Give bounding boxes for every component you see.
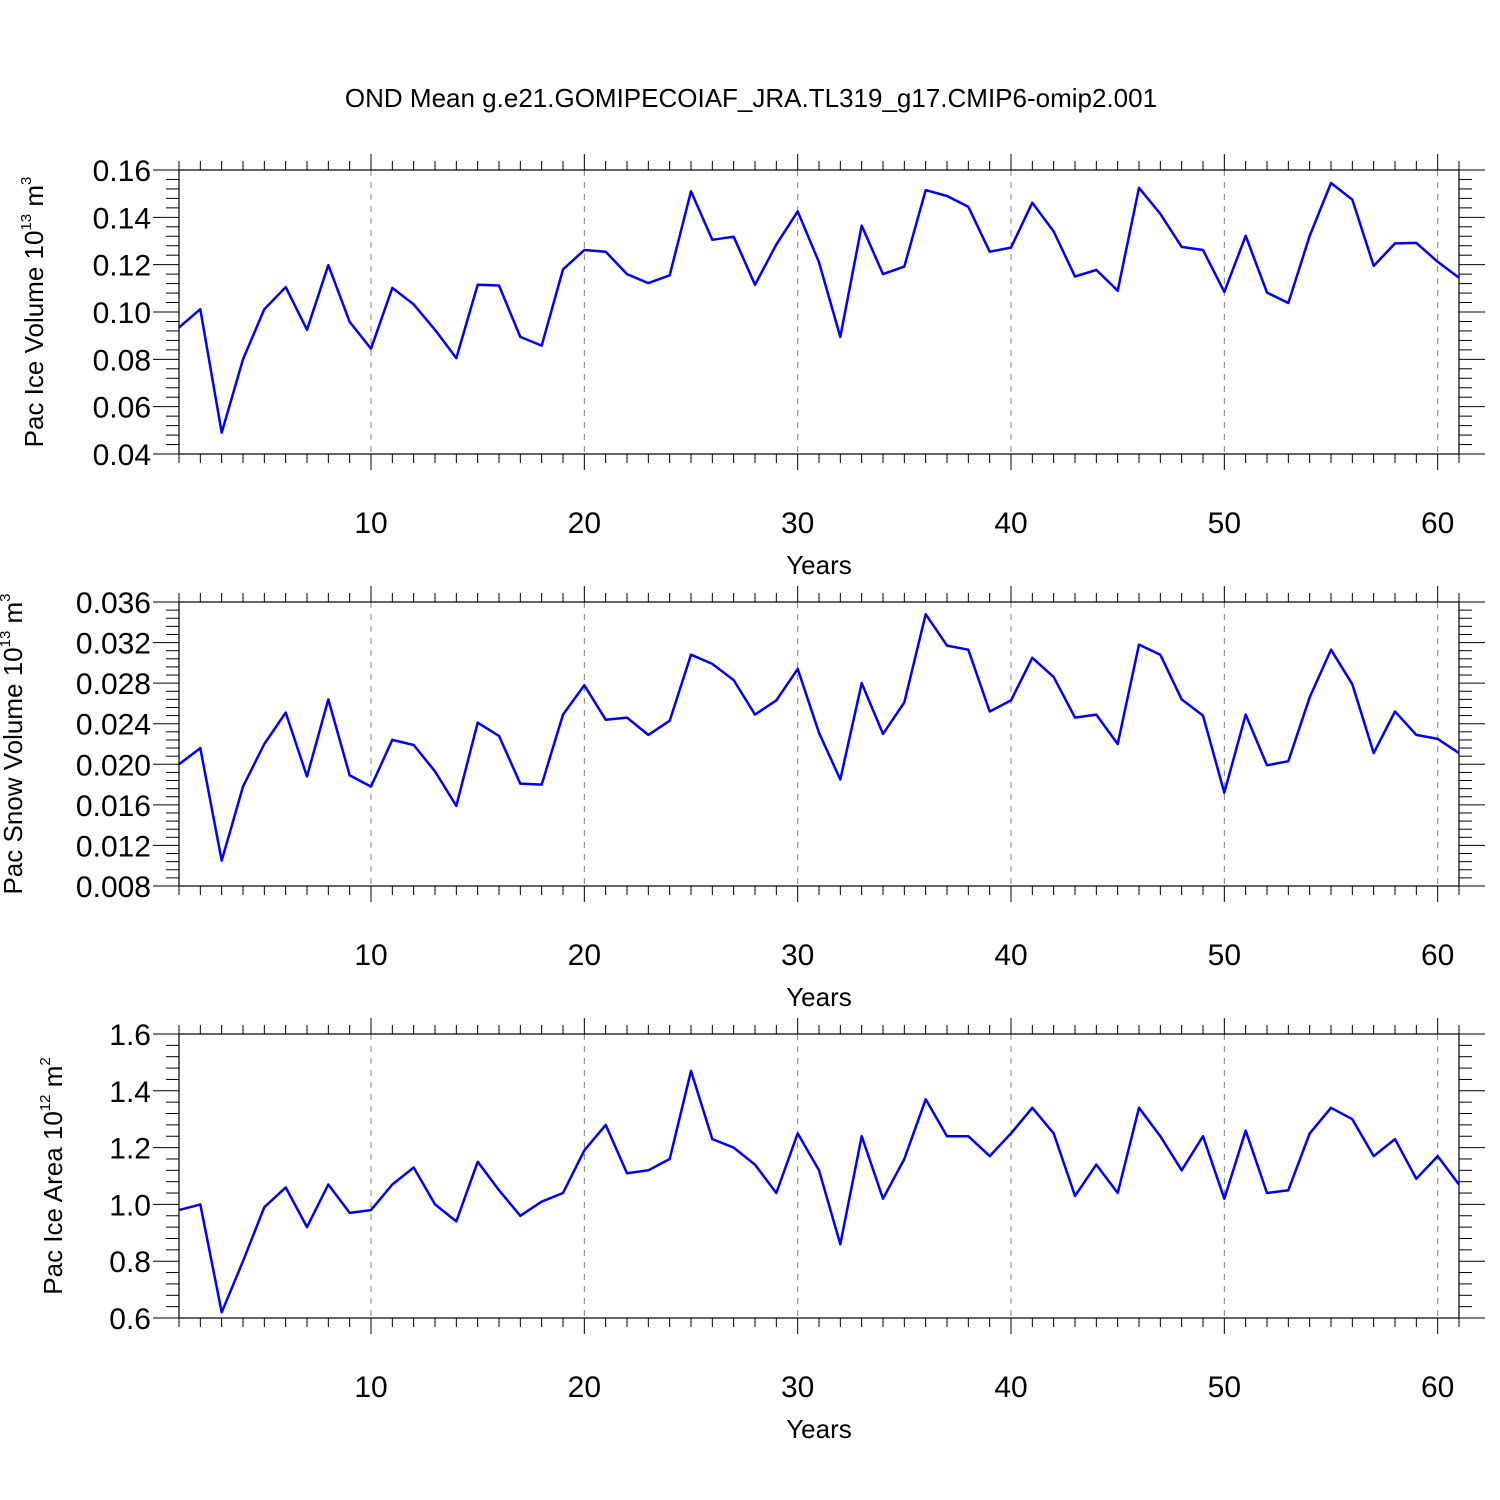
- y-axis-label-unit: m: [19, 185, 49, 214]
- x-tick-label: 20: [568, 1371, 601, 1404]
- y-tick-label: 0.032: [76, 628, 151, 661]
- x-tick-label: 30: [781, 939, 814, 972]
- y-tick-label: 0.012: [76, 830, 151, 863]
- series-line: [178, 1069, 1460, 1314]
- y-tick-label: 0.016: [76, 790, 151, 823]
- y-axis-label-unit-exponent: 3: [18, 177, 35, 185]
- y-tick-label: 1.0: [109, 1189, 151, 1222]
- y-tick-label: 0.024: [76, 709, 151, 742]
- y-axis-label-main: Pac Ice Volume 10: [19, 231, 49, 448]
- y-axis-label-main: Pac Snow Volume 10: [0, 647, 28, 894]
- x-tick-label: 60: [1421, 939, 1454, 972]
- y-tick-label: 0.10: [93, 297, 151, 330]
- y-axis-label-main: Pac Ice Area 10: [38, 1111, 68, 1295]
- panel-snow-volume: 10 20 30 40 50 60 0.008 0.012 0.016 0.020 0.024 0.0…: [0, 586, 1485, 1012]
- x-tick-label: 40: [994, 939, 1027, 972]
- x-tick-label: 50: [1208, 939, 1241, 972]
- y-tick-label: 0.14: [93, 202, 151, 235]
- panel-ice-volume: 10 20 30 40 50 60 0.04 0.06 0.08 0.10 0.12 0.14 0.16…: [18, 154, 1485, 580]
- y-tick-label: 1.6: [109, 1019, 151, 1052]
- x-axis-label: Years: [786, 982, 852, 1012]
- series-line: [178, 181, 1460, 434]
- y-tick-label: 0.020: [76, 749, 151, 782]
- x-tick-label: 50: [1208, 1371, 1241, 1404]
- y-tick-label: 0.12: [93, 250, 151, 283]
- y-axis-label: Pac Snow Volume 1013 m3: [0, 593, 28, 894]
- y-tick-label: 0.028: [76, 668, 151, 701]
- x-tick-label: 50: [1208, 507, 1241, 540]
- y-axis-label-exponent: 12: [37, 1094, 54, 1111]
- x-tick-label: 60: [1421, 507, 1454, 540]
- y-axis-label: Pac Ice Volume 1013 m3: [18, 177, 49, 448]
- y-axis-label-unit: m: [38, 1066, 68, 1095]
- x-tick-label: 30: [781, 1371, 814, 1404]
- y-tick-label: 1.4: [109, 1076, 151, 1109]
- chart-title: OND Mean g.e21.GOMIPECOIAF_JRA.TL319_g17…: [345, 83, 1157, 113]
- y-axis-label-unit: m: [0, 602, 28, 631]
- y-tick-label: 0.08: [93, 344, 151, 377]
- y-tick-label: 1.2: [109, 1133, 151, 1166]
- x-tick-label: 60: [1421, 1371, 1454, 1404]
- x-tick-label: 10: [354, 507, 387, 540]
- y-axis-label-unit-exponent: 2: [37, 1057, 54, 1065]
- y-tick-label: 0.8: [109, 1246, 151, 1279]
- y-tick-label: 0.16: [93, 155, 151, 188]
- y-tick-label: 0.04: [93, 439, 151, 472]
- y-tick-label: 0.6: [109, 1303, 151, 1336]
- y-axis-label-exponent: 13: [18, 214, 35, 231]
- series-line: [178, 612, 1460, 862]
- x-tick-label: 40: [994, 1371, 1027, 1404]
- y-tick-label: 0.008: [76, 871, 151, 904]
- x-axis-label: Years: [786, 550, 852, 580]
- panel-ice-area: 10 20 30 40 50 60 0.6 0.8 1.0 1.2 1.4 1.6 Years Pac…: [37, 1018, 1485, 1444]
- y-axis-label-unit-exponent: 3: [0, 593, 14, 601]
- y-axis-label: Pac Ice Area 1012 m2: [37, 1057, 68, 1294]
- x-axis-label: Years: [786, 1414, 852, 1444]
- x-tick-label: 20: [568, 939, 601, 972]
- x-tick-label: 10: [354, 1371, 387, 1404]
- y-axis-label-exponent: 13: [0, 631, 14, 648]
- x-tick-label: 40: [994, 507, 1027, 540]
- x-tick-label: 10: [354, 939, 387, 972]
- y-tick-label: 0.06: [93, 392, 151, 425]
- y-tick-label: 0.036: [76, 587, 151, 620]
- x-tick-label: 30: [781, 507, 814, 540]
- x-tick-label: 20: [568, 507, 601, 540]
